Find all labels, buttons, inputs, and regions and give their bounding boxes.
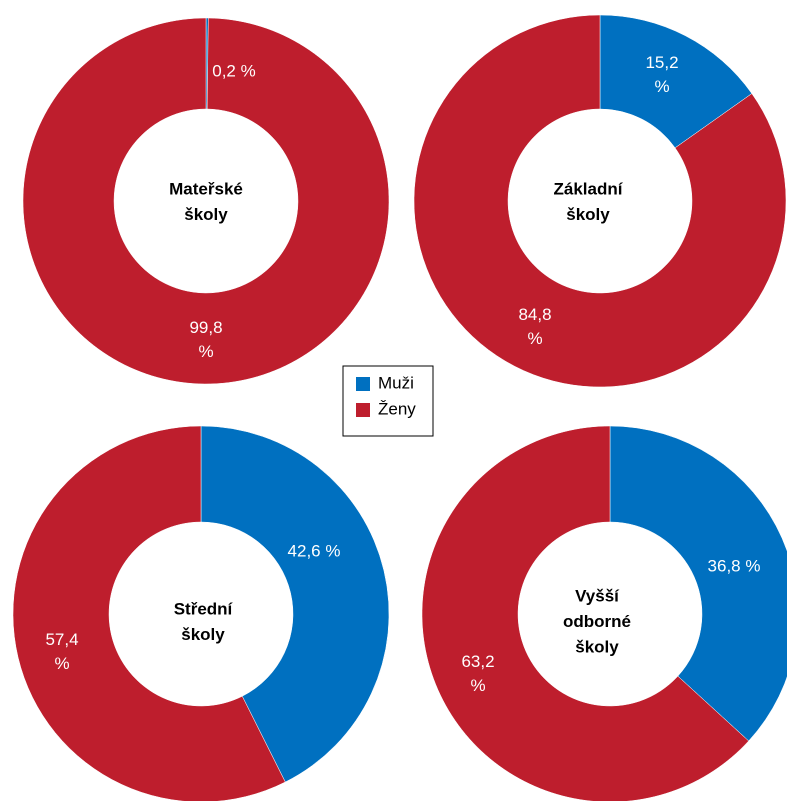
value-label: 99,8% — [189, 318, 222, 361]
value-label: 84,8% — [518, 305, 551, 348]
donut-slice — [609, 425, 787, 742]
chart-title: Vyšší — [575, 586, 620, 605]
chart-title: Mateřské — [169, 179, 243, 198]
legend-label: Muži — [378, 373, 414, 392]
legend-swatch — [356, 403, 370, 417]
donut-slice — [12, 425, 286, 801]
donut-slice — [599, 14, 753, 149]
value-label: 57,4% — [45, 630, 78, 673]
value-label: 0,2 % — [212, 61, 255, 80]
donut-slice — [413, 14, 787, 388]
donut-slice — [22, 17, 390, 385]
donut-slice — [421, 425, 750, 801]
value-label: 15,2% — [645, 53, 678, 96]
legend-label: Ženy — [378, 399, 416, 418]
chart-title: Střední — [174, 599, 234, 618]
value-label: 36,8 % — [708, 556, 761, 575]
charts: 0,2 % 99,8 % Mateřské školy 15,2 % 84,8 % Základn… — [12, 14, 787, 801]
chart-title: školy — [566, 205, 610, 224]
donut-slice — [200, 425, 390, 783]
legend-swatch — [356, 377, 370, 391]
chart-title: školy — [575, 637, 619, 656]
chart-title: školy — [184, 205, 228, 224]
chart-title: školy — [181, 625, 225, 644]
value-label: 42,6 % — [288, 541, 341, 560]
chart-title: odborné — [563, 612, 631, 631]
value-label: 63,2% — [461, 652, 494, 695]
chart-title: Základní — [554, 179, 624, 198]
